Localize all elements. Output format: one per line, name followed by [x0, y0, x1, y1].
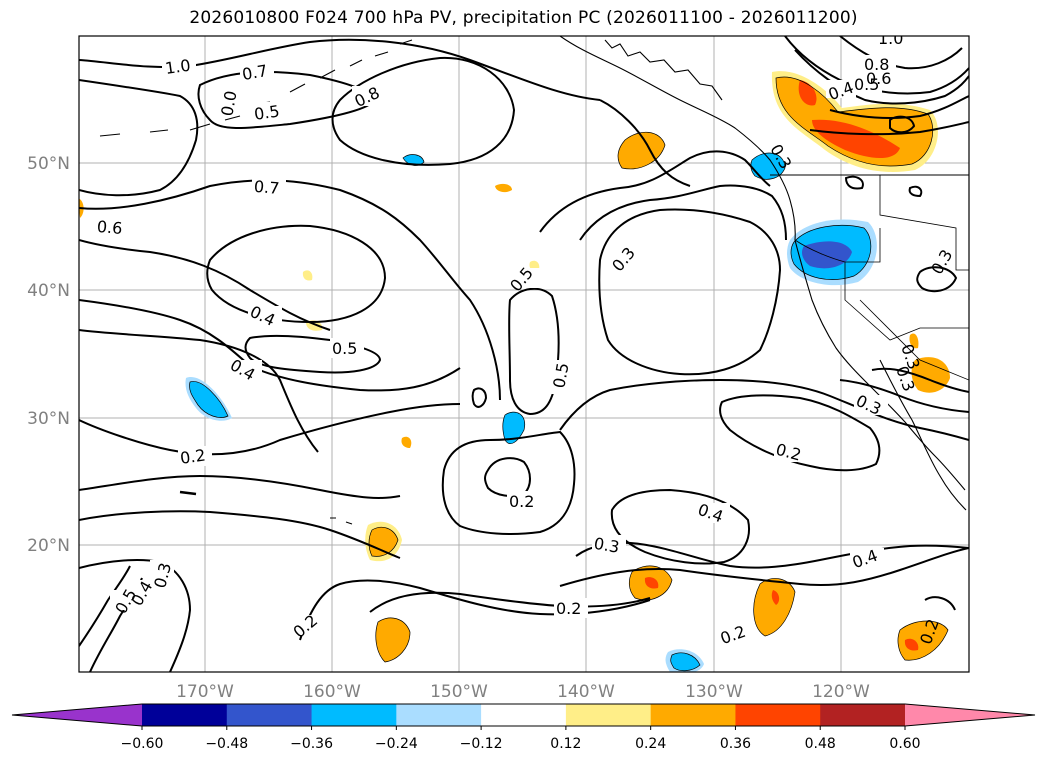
colorbar-tick-label: −0.12	[460, 736, 503, 752]
contour-label: 0.5	[253, 101, 281, 123]
contour-labels: 1.0 0.7 0.5 0.8 0.7 0.6 0.4 0.5 0.4 0.2 …	[95, 29, 956, 648]
colorbar: −0.60 −0.48 −0.36 −0.24 −0.12 0.12 0.24 0.36 0.4…	[11, 703, 1036, 752]
contour-label: 0.6	[866, 69, 891, 88]
lat-label: 50°N	[27, 154, 70, 174]
lon-label: 140°W	[557, 682, 615, 702]
precip-outlines	[189, 76, 949, 672]
lat-labels: 50°N 40°N 30°N 20°N	[27, 154, 70, 556]
contour-label: 0.2	[556, 599, 581, 618]
colorbar-tick-label: 0.36	[720, 736, 751, 752]
lon-label: 160°W	[303, 682, 361, 702]
precip-positive	[644, 577, 659, 589]
precip-positive	[897, 621, 948, 661]
contour-label: 0.2	[179, 445, 207, 467]
colorbar-extend-high	[905, 704, 1035, 726]
colorbar-tick-label: 0.48	[805, 736, 836, 752]
contour-label: 0.2	[509, 492, 534, 511]
map-title: 2026010800 F024 700 hPa PV, precipitatio…	[189, 8, 858, 28]
colorbar-tick-label: −0.48	[205, 736, 248, 752]
contour-label: 1.0	[878, 29, 903, 48]
colorbar-tick-label: −0.24	[375, 736, 418, 752]
precip-positive	[904, 638, 919, 651]
precip-negative	[502, 412, 525, 444]
precip-positive	[375, 617, 410, 662]
lat-label: 30°N	[27, 409, 70, 429]
colorbar-segment	[735, 704, 821, 726]
lon-label: 150°W	[430, 682, 488, 702]
contour-label: 0.6	[96, 217, 123, 238]
contour-label: 0.5	[854, 75, 879, 94]
contour-label: 0.0	[217, 89, 240, 117]
contour-label: 0.3	[592, 534, 620, 557]
lon-label: 130°W	[685, 682, 743, 702]
lon-labels: 170°W 160°W 150°W 140°W 130°W 120°W	[176, 682, 870, 702]
lat-label: 20°N	[27, 536, 70, 556]
colorbar-tick-label: −0.36	[290, 736, 333, 752]
colorbar-tick-label: 0.60	[889, 736, 920, 752]
colorbar-segment	[311, 704, 397, 726]
colorbar-segment	[650, 704, 736, 726]
contour-label: 0.5	[549, 361, 572, 389]
colorbar-segment	[396, 704, 482, 726]
colorbar-segment	[565, 704, 652, 726]
precip-negative	[189, 381, 228, 418]
precip-negative	[670, 652, 700, 671]
colorbar-segment	[226, 704, 313, 726]
lon-label: 170°W	[176, 682, 234, 702]
colorbar-tick-label: −0.60	[121, 736, 164, 752]
precip-positive	[495, 183, 512, 193]
precip-positive	[302, 270, 313, 281]
colorbar-segment	[142, 704, 228, 726]
contour-label: 0.8	[864, 55, 889, 74]
colorbar-tick-label: 0.12	[550, 736, 581, 752]
precip-positive	[771, 590, 780, 605]
precip-negative	[403, 154, 424, 166]
map-frame	[78, 35, 970, 673]
lon-label: 120°W	[812, 682, 870, 702]
precip-positive	[753, 578, 795, 636]
colorbar-segment	[820, 704, 906, 726]
precip-positive	[909, 333, 919, 349]
colorbar-extend-low	[12, 704, 142, 726]
contour-label: 0.5	[332, 339, 357, 358]
precip-negative	[750, 153, 785, 180]
precip-positive	[798, 80, 900, 158]
colorbar-tick-label: 0.24	[635, 736, 666, 752]
precipitation-shading	[79, 71, 950, 672]
lat-label: 40°N	[27, 281, 70, 301]
precip-positive	[369, 527, 398, 557]
contour-label: 0.7	[253, 177, 280, 198]
precip-positive	[618, 132, 665, 169]
contour-label: 0.7	[241, 61, 269, 84]
contour-label: 1.0	[164, 56, 192, 78]
colorbar-segment	[481, 704, 567, 726]
precip-positive	[401, 436, 412, 448]
precip-negative	[802, 241, 852, 269]
